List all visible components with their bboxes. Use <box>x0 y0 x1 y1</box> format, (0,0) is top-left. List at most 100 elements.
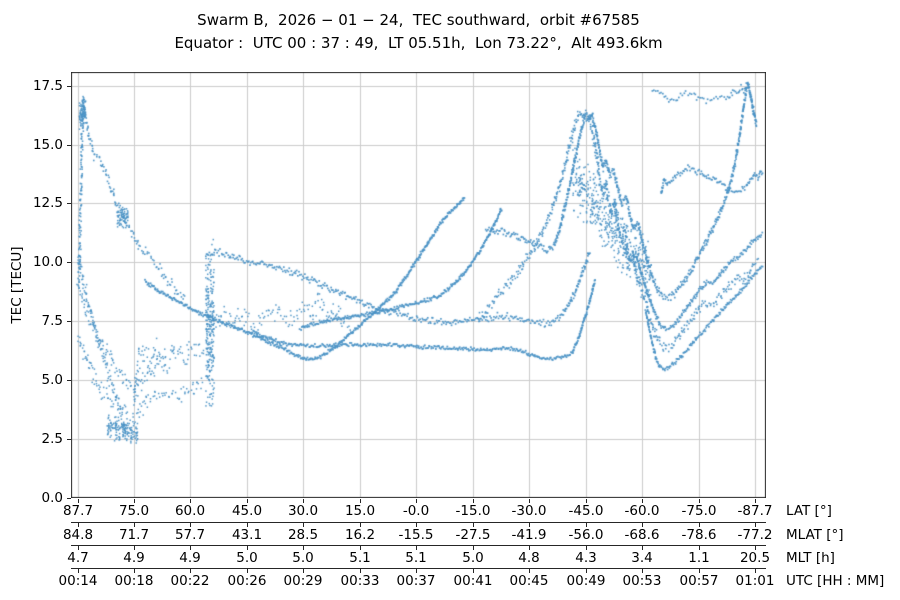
x-tick-label: 00:41 <box>453 573 493 589</box>
x-tick-mark <box>78 523 79 527</box>
x-tick-label: 00:37 <box>396 573 436 589</box>
y-tick-label: 2.5 <box>41 431 63 447</box>
x-tick-label: -75.0 <box>681 502 717 519</box>
x-tick-mark <box>360 499 361 503</box>
x-tick-mark <box>416 499 417 503</box>
x-tick-mark <box>586 569 587 573</box>
x-tick-mark <box>416 523 417 527</box>
x-tick-mark <box>247 523 248 527</box>
x-tick-mark <box>303 546 304 550</box>
x-tick-label: 00:14 <box>58 573 98 589</box>
x-tick-label: 00:53 <box>622 573 662 589</box>
chart-subtitle: Equator : UTC 00 : 37 : 49, LT 05.51h, L… <box>174 34 663 52</box>
y-tick-mark <box>67 262 71 263</box>
x-tick-label: -27.5 <box>455 526 491 543</box>
x-tick-mark <box>416 546 417 550</box>
x-tick-mark <box>755 523 756 527</box>
x-tick-mark <box>303 523 304 527</box>
x-tick-label: 20.5 <box>739 549 771 566</box>
x-tick-label: 84.8 <box>62 526 94 543</box>
x-tick-label: 75.0 <box>118 502 150 519</box>
y-tick-mark <box>67 86 71 87</box>
x-axis-line-1 <box>71 522 766 523</box>
x-axis-caption-0: LAT [°] <box>786 502 832 519</box>
chart-title: Swarm B, 2026 − 01 − 24, TEC southward, … <box>197 11 640 29</box>
x-tick-label: -15.0 <box>455 502 491 519</box>
y-tick-label: 0.0 <box>41 490 63 506</box>
x-tick-label: 16.2 <box>344 526 376 543</box>
x-tick-label: 00:29 <box>283 573 323 589</box>
x-tick-label: 15.0 <box>344 502 376 519</box>
x-tick-mark <box>755 546 756 550</box>
x-tick-mark <box>247 546 248 550</box>
x-tick-label: 4.9 <box>179 549 201 566</box>
x-tick-mark <box>247 569 248 573</box>
x-tick-label: 00:57 <box>679 573 719 589</box>
x-tick-label: 60.0 <box>174 502 206 519</box>
x-axis-caption-2: MLT [h] <box>786 549 835 566</box>
x-tick-mark <box>755 499 756 503</box>
x-tick-mark <box>190 546 191 550</box>
x-tick-label: -68.6 <box>624 526 660 543</box>
x-axis-caption-3: UTC [HH : MM] <box>786 573 885 589</box>
x-axis-line-3 <box>71 568 766 569</box>
x-tick-mark <box>416 569 417 573</box>
x-tick-mark <box>586 499 587 503</box>
x-tick-label: 57.7 <box>174 526 206 543</box>
x-tick-mark <box>642 546 643 550</box>
x-tick-mark <box>473 523 474 527</box>
x-axis-line-2 <box>71 545 766 546</box>
x-tick-label: -0.0 <box>402 502 430 519</box>
x-tick-label: 00:33 <box>340 573 380 589</box>
x-tick-label: 00:22 <box>170 573 210 589</box>
x-tick-mark <box>473 569 474 573</box>
y-tick-mark <box>67 439 71 440</box>
x-tick-mark <box>473 546 474 550</box>
x-tick-mark <box>247 499 248 503</box>
x-tick-label: 4.3 <box>575 549 597 566</box>
x-tick-mark <box>699 499 700 503</box>
x-tick-mark <box>303 569 304 573</box>
x-tick-label: 00:26 <box>227 573 267 589</box>
x-tick-label: 30.0 <box>287 502 319 519</box>
y-tick-mark <box>67 321 71 322</box>
x-tick-mark <box>78 499 79 503</box>
x-tick-mark <box>529 499 530 503</box>
y-tick-mark <box>67 380 71 381</box>
y-tick-mark <box>67 498 71 499</box>
x-tick-label: 00:18 <box>114 573 154 589</box>
x-tick-label: -45.0 <box>568 502 604 519</box>
x-tick-mark <box>755 569 756 573</box>
x-tick-mark <box>78 569 79 573</box>
x-tick-mark <box>529 546 530 550</box>
x-tick-label: -56.0 <box>568 526 604 543</box>
y-tick-label: 12.5 <box>32 195 63 211</box>
x-tick-mark <box>642 569 643 573</box>
x-tick-mark <box>360 523 361 527</box>
x-tick-label: -15.5 <box>398 526 434 543</box>
x-tick-label: 00:49 <box>566 573 606 589</box>
x-tick-label: 5.0 <box>292 549 314 566</box>
x-tick-mark <box>190 569 191 573</box>
x-tick-mark <box>78 546 79 550</box>
x-tick-mark <box>529 569 530 573</box>
x-tick-mark <box>190 523 191 527</box>
y-tick-label: 5.0 <box>41 372 63 388</box>
x-tick-label: -30.0 <box>511 502 547 519</box>
y-tick-label: 17.5 <box>32 78 63 94</box>
x-tick-label: 1.1 <box>688 549 710 566</box>
x-tick-mark <box>134 499 135 503</box>
x-tick-mark <box>473 499 474 503</box>
x-tick-label: 5.1 <box>405 549 427 566</box>
x-tick-mark <box>360 569 361 573</box>
x-tick-mark <box>586 523 587 527</box>
x-tick-mark <box>699 569 700 573</box>
y-tick-mark <box>67 203 71 204</box>
x-tick-label: 4.7 <box>67 549 89 566</box>
x-tick-label: 4.9 <box>123 549 145 566</box>
x-tick-label: 43.1 <box>231 526 263 543</box>
x-tick-label: 71.7 <box>118 526 150 543</box>
x-tick-label: 4.8 <box>518 549 540 566</box>
x-tick-label: 28.5 <box>287 526 319 543</box>
